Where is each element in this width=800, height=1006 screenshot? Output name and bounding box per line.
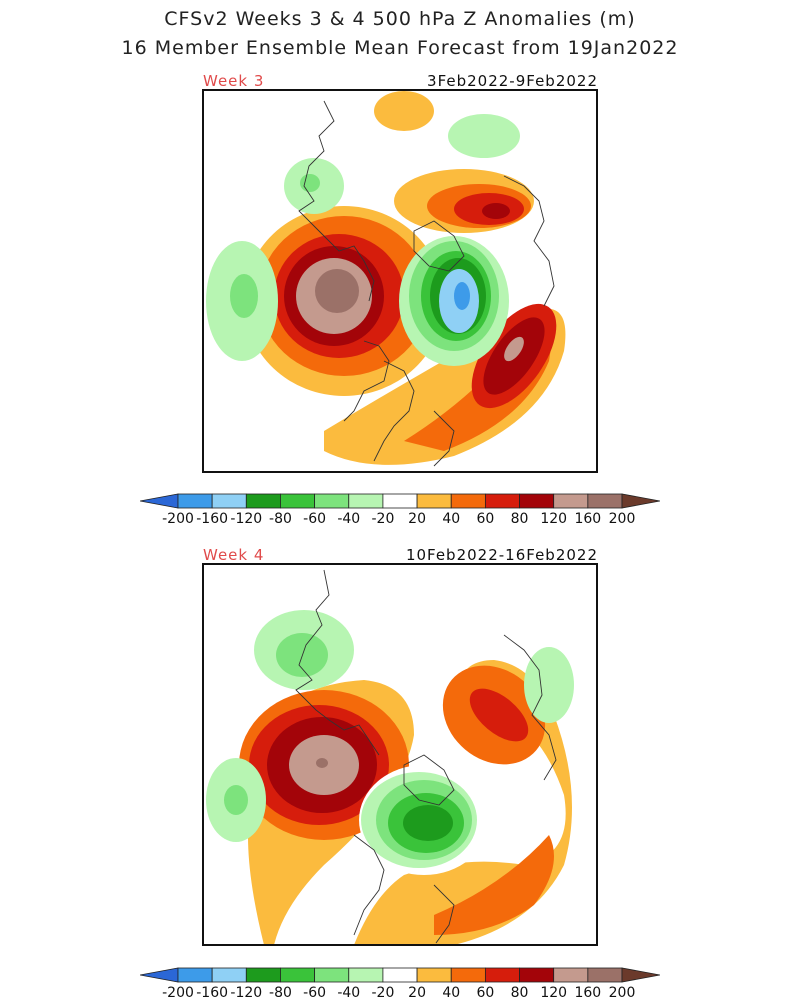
anomaly-ridge-atlantic — [434, 665, 554, 935]
colorbar-arrow-right — [621, 967, 660, 983]
colorbar-swatch — [553, 967, 589, 983]
anomaly-trough-arctic — [399, 236, 509, 366]
colorbar-tick-label: -120 — [230, 511, 262, 527]
colorbar-swatch — [211, 967, 247, 983]
panel-week4-dates: 10Feb2022-16Feb2022 — [405, 546, 598, 564]
colorbar-arrow-left — [140, 967, 179, 983]
colorbar-swatch — [416, 493, 452, 509]
colorbar-swatch — [553, 493, 589, 509]
colorbar-swatch — [280, 967, 316, 983]
colorbar-tick-label: -200 — [162, 985, 194, 1001]
colorbar-tick-label: 160 — [574, 511, 601, 527]
colorbar-tick-label: 40 — [442, 985, 460, 1001]
colorbar-swatch — [245, 967, 281, 983]
anomaly-trough-pacific — [206, 241, 278, 361]
anomaly-ridge-north-america — [244, 206, 444, 396]
colorbar-arrow-left — [140, 493, 179, 509]
panel-week3-dates: 3Feb2022-9Feb2022 — [427, 72, 598, 90]
colorbar-tick-label: 200 — [609, 511, 636, 527]
colorbar-swatch — [348, 967, 384, 983]
colorbar-swatch — [314, 967, 350, 983]
colorbar-swatch — [382, 493, 418, 509]
colorbar-tick-label: 80 — [511, 985, 529, 1001]
colorbar-tick-label: -60 — [303, 511, 326, 527]
colorbar-swatch — [245, 493, 281, 509]
chart-subtitle: 16 Member Ensemble Mean Forecast from 19… — [121, 37, 679, 59]
colorbar-week3: -200 -160 -120 -80 -60 -40 -20 20 40 60 80 120 160 20… — [140, 493, 660, 527]
colorbar-swatch — [450, 493, 486, 509]
colorbar-week4: -200 -160 -120 -80 -60 -40 -20 20 40 60 80 120 160 20… — [140, 967, 660, 1001]
colorbar-tick-label: -20 — [371, 985, 394, 1001]
colorbar-tick-label: -80 — [269, 985, 292, 1001]
colorbar-swatch — [519, 967, 555, 983]
colorbar-arrow-right — [621, 493, 660, 509]
colorbar-swatch — [519, 493, 555, 509]
anomaly-ridge-eurasia — [394, 169, 534, 233]
colorbar-tick-label: -200 — [162, 511, 194, 527]
colorbar-tick-label: 80 — [511, 511, 529, 527]
anomaly-ridge-north — [374, 91, 434, 131]
colorbar-tick-label: 160 — [574, 985, 601, 1001]
colorbar-tick-label: -80 — [269, 511, 292, 527]
colorbar-tick-label: -40 — [337, 511, 360, 527]
panel-week4-label: Week 4 — [203, 546, 265, 564]
colorbar-tick-label: -20 — [371, 511, 394, 527]
colorbar-swatch — [280, 493, 316, 509]
colorbar-swatch — [211, 493, 247, 509]
colorbar-tick-label: 20 — [408, 985, 426, 1001]
colorbar-swatch — [382, 967, 418, 983]
map-week3-anomalies — [206, 91, 566, 467]
colorbar-tick-label: -120 — [230, 985, 262, 1001]
anomaly-trough-north — [284, 114, 520, 214]
colorbar-swatch — [484, 493, 520, 509]
coastlines-week4 — [295, 569, 557, 944]
colorbar-swatch — [450, 967, 486, 983]
coastlines-week3 — [298, 100, 555, 467]
map-week4 — [202, 563, 598, 946]
colorbar-tick-label: 60 — [476, 511, 494, 527]
colorbar-tick-label: 200 — [609, 985, 636, 1001]
chart-title: CFSv2 Weeks 3 & 4 500 hPa Z Anomalies (m… — [164, 8, 636, 30]
anomaly-ridge-atlantic — [324, 303, 566, 465]
anomaly-trough-pacific — [206, 610, 574, 842]
colorbar-swatch — [587, 493, 623, 509]
colorbar-tick-label: 20 — [408, 511, 426, 527]
colorbar-swatch — [314, 493, 350, 509]
panel-week3-label: Week 3 — [203, 72, 265, 90]
colorbar-tick-label: 60 — [476, 985, 494, 1001]
colorbar-swatch — [484, 967, 520, 983]
colorbar-tick-label: 40 — [442, 511, 460, 527]
colorbar-tick-label: -40 — [337, 985, 360, 1001]
colorbar-tick-label: -160 — [196, 511, 228, 527]
colorbar-swatch — [177, 967, 213, 983]
colorbar-tick-label: -60 — [303, 985, 326, 1001]
colorbar-tick-label: 120 — [540, 511, 567, 527]
colorbar-tick-label: 120 — [540, 985, 567, 1001]
map-week3 — [202, 89, 598, 473]
colorbar-swatch — [177, 493, 213, 509]
colorbar-swatch — [416, 967, 452, 983]
colorbar-swatch — [587, 967, 623, 983]
map-week4-anomalies — [206, 569, 574, 944]
colorbar-swatch — [348, 493, 384, 509]
colorbar-tick-label: -160 — [196, 985, 228, 1001]
